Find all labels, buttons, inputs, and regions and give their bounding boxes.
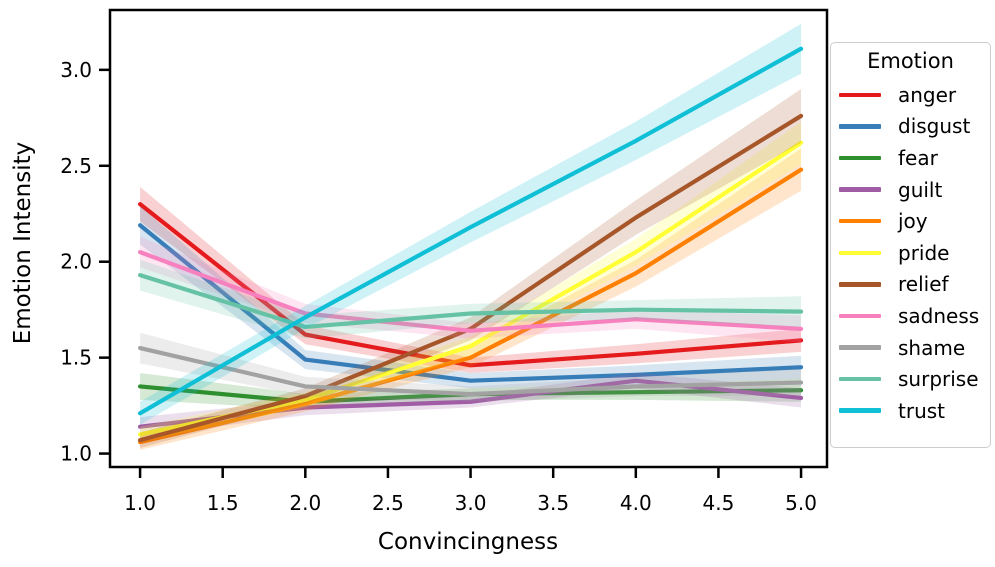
x-axis-label: Convincingness: [378, 529, 558, 555]
legend-label-trust: trust: [898, 398, 946, 423]
legend-item-relief: relief: [831, 269, 990, 301]
line-disgust: [137, 223, 804, 383]
legend-items: anger disgust fear guilt joy pride relief sadne…: [831, 79, 990, 427]
band-trust: [140, 23, 802, 425]
legend-swatch-shame: [839, 345, 881, 350]
legend-swatch-anger: [839, 92, 881, 98]
x-tick-label: 4.5: [703, 491, 735, 515]
legend: Emotion anger disgust fear guilt joy pride rel…: [830, 42, 991, 448]
x-tick-label: 1.0: [124, 491, 156, 515]
legend-swatch-guilt: [839, 187, 881, 192]
legend-item-guilt: guilt: [831, 174, 990, 206]
legend-label-sadness: sadness: [898, 303, 980, 328]
axes-ticks: 1.0 1.5 2.0 2.5 3.0 3.5 4.0 4.5 5.0 1.0 1.5 2.0 2.5 3…: [60, 58, 817, 515]
legend-swatch-fear: [839, 155, 881, 161]
x-tick-label: 4.0: [620, 491, 652, 515]
legend-item-shame: shame: [831, 332, 990, 364]
legend-swatch-relief: [839, 282, 881, 287]
y-tick-label: 3.0: [60, 58, 92, 82]
y-tick-label: 1.5: [60, 346, 92, 370]
line-joy: [137, 167, 804, 445]
y-tick-label: 1.0: [60, 442, 92, 466]
legend-label-fear: fear: [898, 145, 938, 170]
legend-title: Emotion: [867, 49, 954, 73]
legend-label-shame: shame: [898, 335, 966, 360]
axes-spines: [108, 8, 829, 469]
y-axis-label: Emotion Intensity: [10, 142, 36, 345]
legend-swatch-disgust: [839, 124, 881, 129]
legend-label-joy: joy: [898, 209, 928, 234]
x-tick-label: 2.5: [372, 491, 404, 515]
legend-item-sadness: sadness: [831, 300, 990, 332]
x-tick-label: 5.0: [785, 491, 817, 515]
x-tick-label: 2.0: [289, 491, 321, 515]
legend-item-trust: trust: [831, 395, 990, 427]
legend-swatch-trust: [839, 408, 881, 413]
x-tick-label: 3.0: [455, 491, 487, 515]
legend-swatch-sadness: [839, 313, 881, 319]
legend-label-disgust: disgust: [898, 114, 971, 139]
line-surprise: [137, 273, 804, 330]
x-tick-label: 1.5: [207, 491, 239, 515]
x-tick-label: 3.5: [537, 491, 569, 515]
legend-label-pride: pride: [898, 240, 950, 265]
legend-item-joy: joy: [831, 205, 990, 237]
legend-item-disgust: disgust: [831, 111, 990, 143]
legend-swatch-pride: [839, 250, 881, 256]
line-trust: [137, 46, 804, 416]
line-sadness: [137, 250, 804, 333]
series-layer: [137, 23, 804, 450]
plot-frame: [108, 8, 829, 469]
y-tick-label: 2.0: [60, 250, 92, 274]
band-guilt: [140, 372, 802, 437]
legend-label-surprise: surprise: [898, 367, 979, 392]
legend-swatch-surprise: [839, 376, 881, 382]
legend-swatch-joy: [839, 218, 881, 224]
legend-label-relief: relief: [898, 272, 949, 297]
legend-item-surprise: surprise: [831, 363, 990, 395]
line-shame: [137, 345, 804, 397]
legend-label-guilt: guilt: [898, 177, 943, 202]
legend-item-pride: pride: [831, 237, 990, 269]
y-tick-label: 2.5: [60, 154, 92, 178]
legend-item-anger: anger: [831, 79, 990, 111]
legend-item-fear: fear: [831, 142, 990, 174]
legend-label-anger: anger: [898, 82, 957, 107]
